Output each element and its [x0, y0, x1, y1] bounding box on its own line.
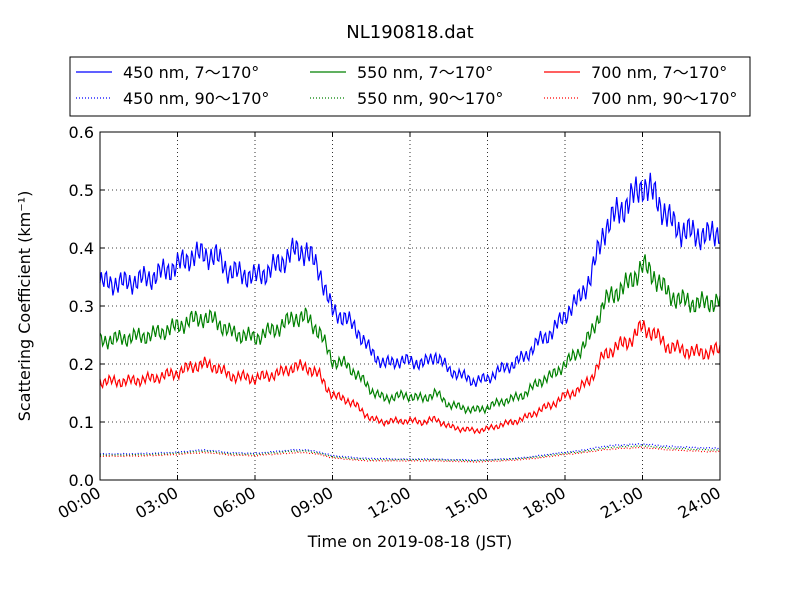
y-tick-label: 0.1 — [69, 413, 94, 432]
series-line-2 — [99, 254, 721, 415]
legend-label-3: 700 nm, 7～170° — [591, 63, 727, 82]
legend-label-5: 550 nm, 90～170° — [357, 89, 503, 108]
series-line-4 — [99, 443, 721, 462]
y-tick-label: 0.2 — [69, 355, 94, 374]
grid — [100, 132, 720, 480]
y-axis-label: Scattering Coefficient (km⁻¹) — [15, 191, 34, 422]
x-tick-label: 24:00 — [675, 483, 724, 523]
legend-label-6: 700 nm, 90～170° — [591, 89, 737, 108]
series-line-1 — [99, 172, 721, 387]
x-tick-label: 21:00 — [597, 483, 646, 523]
x-tick-label: 18:00 — [520, 483, 569, 523]
y-tick-label: 0.4 — [69, 239, 94, 258]
y-tick-label: 0.6 — [69, 123, 94, 142]
series-group — [99, 172, 721, 463]
chart-title: NL190818.dat — [346, 22, 473, 43]
ticks: 00:00 03:00 06:00 09:00 12:00 15:00 18:00 21:00… — [55, 123, 724, 523]
legend: 450 nm, 7～170° 550 nm, 7～170° 700 nm, 7～17… — [69, 56, 751, 117]
y-tick-label: 0.5 — [69, 181, 94, 200]
series-line-6 — [99, 446, 721, 463]
legend-frame — [69, 56, 751, 117]
x-tick-label: 12:00 — [365, 483, 414, 523]
series-line-3 — [99, 319, 721, 435]
x-tick-label: 03:00 — [132, 483, 181, 523]
x-tick-label: 09:00 — [287, 483, 336, 523]
y-tick-label: 0.0 — [69, 471, 94, 490]
legend-label-4: 450 nm, 90～170° — [123, 89, 269, 108]
y-tick-label: 0.3 — [69, 297, 94, 316]
x-tick-label: 15:00 — [442, 483, 491, 523]
x-tick-label: 06:00 — [210, 483, 259, 523]
legend-label-1: 450 nm, 7～170° — [123, 63, 259, 82]
x-axis-label: Time on 2019-08-18 (JST) — [307, 532, 512, 551]
legend-label-2: 550 nm, 7～170° — [357, 63, 493, 82]
series-line-5 — [99, 444, 721, 462]
